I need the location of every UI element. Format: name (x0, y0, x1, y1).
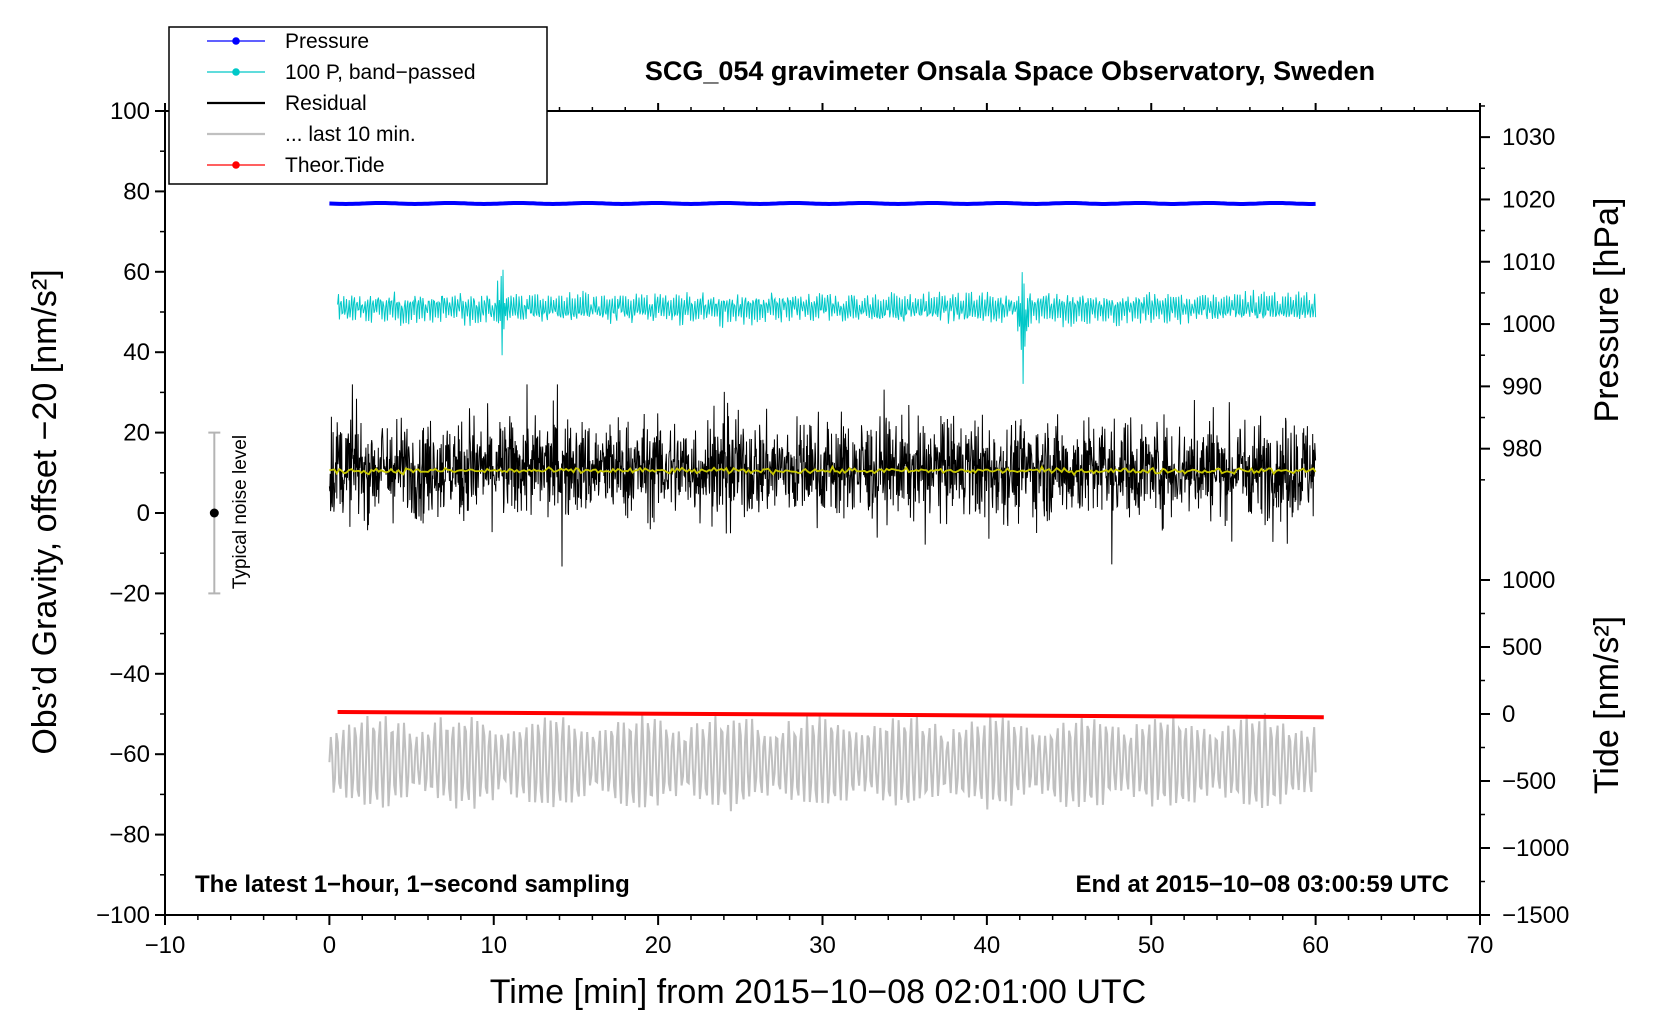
series-residual (328, 384, 1317, 567)
x-tick-label: 30 (809, 932, 836, 959)
tide-axis-ticks: −1500 −1000 −500 0 500 1000 (1480, 567, 1569, 929)
tide-tick-label: −1500 (1502, 902, 1569, 929)
y-tick-label: 80 (123, 178, 150, 205)
y-tick-label: −20 (109, 580, 150, 607)
left-axis-title: Obs’d Gravity, offset −20 [nm/s²] (26, 269, 64, 754)
series-theoretical-tide (337, 710, 1324, 720)
series-pressure-bandpassed (337, 269, 1317, 384)
legend-label: Residual (285, 92, 367, 115)
x-tick-label: 10 (480, 932, 507, 959)
tide-axis-title: Tide [nm/s²] (1588, 616, 1626, 794)
noise-level-label: Typical noise level (230, 435, 251, 589)
y-tick-label: −40 (109, 661, 150, 688)
series-residual-mean (329, 464, 1317, 477)
x-tick-label: 60 (1302, 932, 1329, 959)
x-tick-label: 40 (974, 932, 1001, 959)
x-tick-label: 20 (645, 932, 672, 959)
y-tick-label: −80 (109, 822, 150, 849)
y-tick-label: 60 (123, 259, 150, 286)
y-tick-label: 0 (137, 500, 150, 527)
tide-tick-label: −500 (1502, 768, 1556, 795)
noise-level-bar (208, 431, 221, 595)
noise-bar-center-dot (209, 508, 219, 518)
legend-label: ... last 10 min. (285, 123, 416, 146)
series-layer (328, 201, 1324, 812)
legend-label: Theor.Tide (285, 154, 385, 177)
tide-tick-label: 0 (1502, 701, 1515, 728)
annotation-sampling: The latest 1−hour, 1−second sampling (195, 871, 630, 898)
tide-tick-label: −1000 (1502, 835, 1569, 862)
annotation-end-time: End at 2015−10−08 03:00:59 UTC (1075, 871, 1449, 898)
legend: Pressure 100 P, band−passed Residual ... la… (168, 26, 548, 185)
pressure-tick-label: 1030 (1502, 124, 1555, 151)
x-tick-label: 50 (1138, 932, 1165, 959)
pressure-tick-label: 1010 (1502, 249, 1555, 276)
legend-swatch-dot (232, 37, 240, 45)
y-tick-label: −60 (109, 741, 150, 768)
legend-box (168, 26, 548, 185)
left-axis-ticks: −100 −80 −60 −40 −20 0 20 40 60 80 100 (96, 98, 165, 929)
pressure-axis-ticks: 980 990 1000 1010 1020 1030 (1480, 105, 1555, 481)
y-tick-label: −100 (96, 902, 150, 929)
x-tick-label: −10 (145, 932, 186, 959)
chart-title: SCG_054 gravimeter Onsala Space Observat… (645, 56, 1375, 86)
pressure-tick-label: 1000 (1502, 311, 1555, 338)
series-last-10-min (328, 713, 1317, 812)
y-tick-label: 20 (123, 420, 150, 447)
x-axis-title: Time [min] from 2015−10−08 02:01:00 UTC (490, 973, 1146, 1011)
x-tick-label: 70 (1467, 932, 1494, 959)
tide-tick-label: 1000 (1502, 567, 1555, 594)
x-tick-label: 0 (323, 932, 336, 959)
legend-swatch-dot (232, 68, 240, 76)
legend-items: Pressure 100 P, band−passed Residual ... la… (207, 30, 476, 177)
tide-tick-label: 500 (1502, 634, 1542, 661)
legend-label: 100 P, band−passed (285, 61, 476, 84)
y-tick-label: 100 (110, 98, 150, 125)
y-tick-label: 40 (123, 339, 150, 366)
pressure-tick-label: 1020 (1502, 186, 1555, 213)
pressure-tick-label: 990 (1502, 373, 1542, 400)
x-axis-ticks: −10 0 10 20 30 40 50 60 70 (145, 103, 1494, 959)
series-pressure (329, 201, 1316, 207)
legend-label: Pressure (285, 30, 369, 53)
legend-swatch-dot (232, 161, 240, 169)
pressure-tick-label: 980 (1502, 436, 1542, 463)
pressure-axis-title: Pressure [hPa] (1588, 198, 1626, 423)
